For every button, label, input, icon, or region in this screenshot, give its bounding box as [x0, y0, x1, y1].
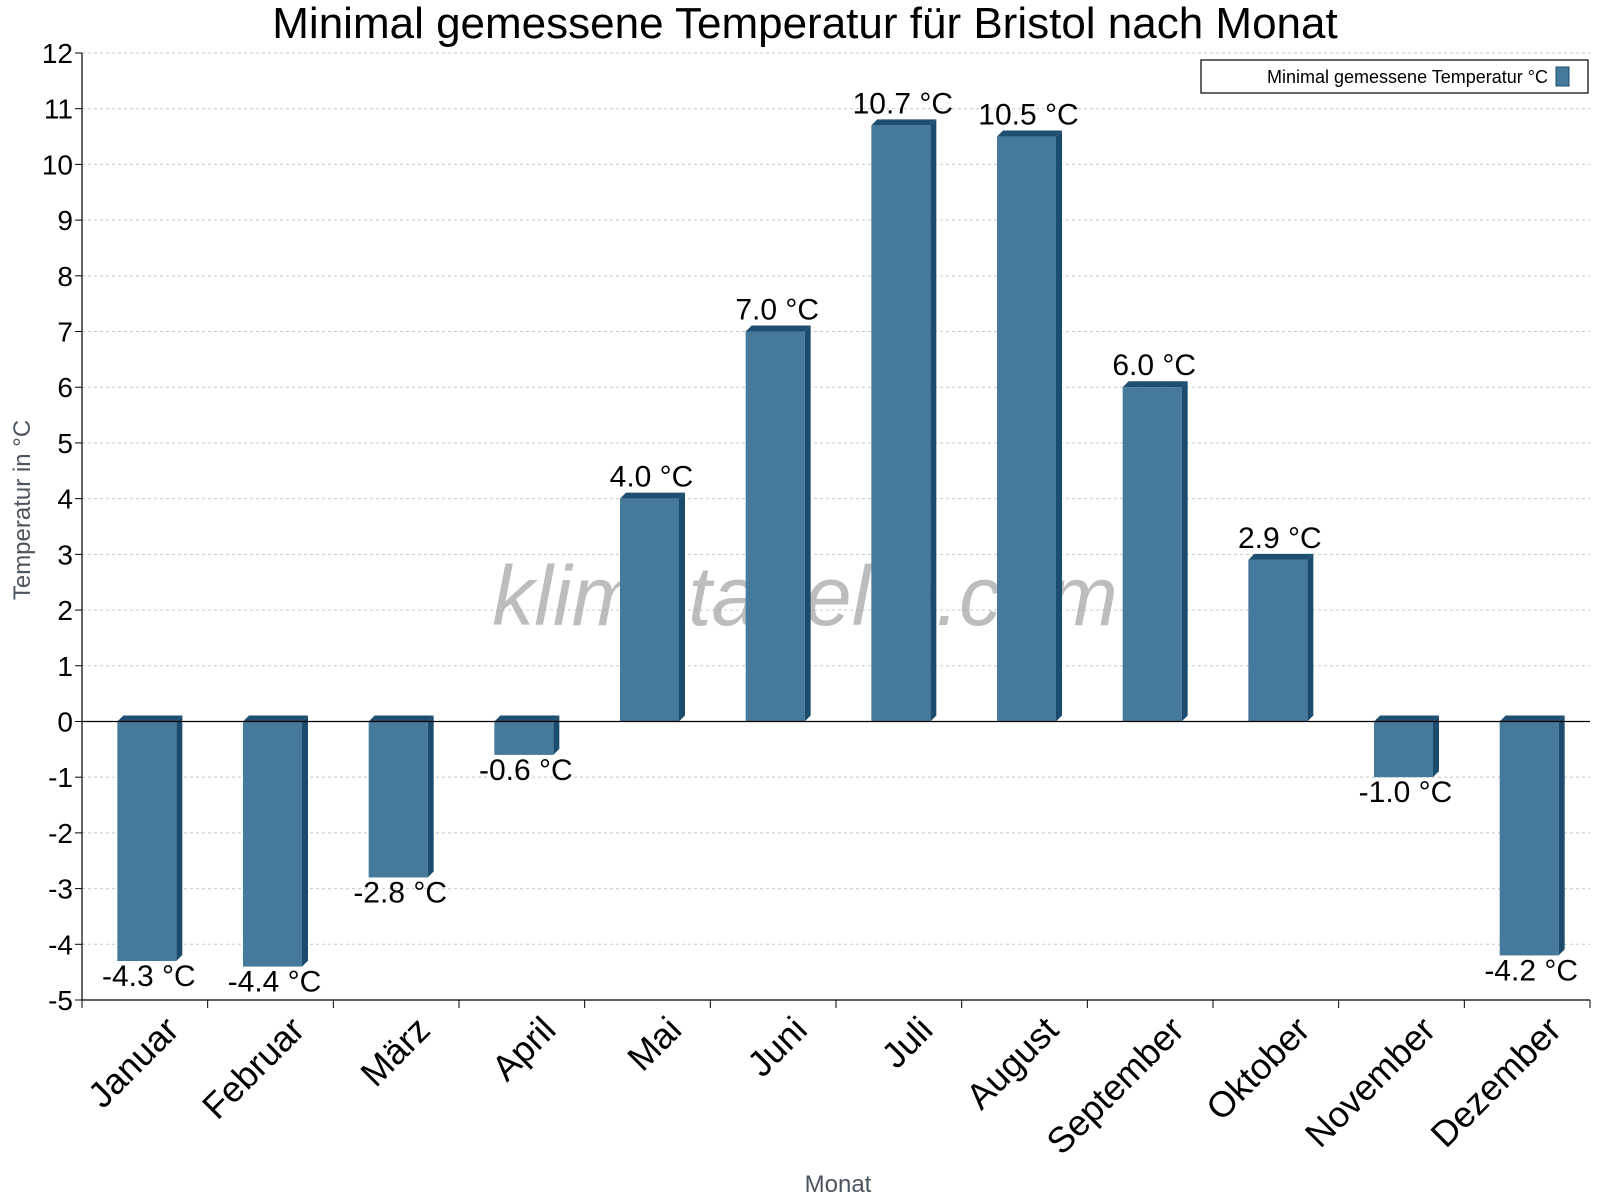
legend-label: Minimal gemessene Temperatur °C — [1267, 67, 1548, 87]
y-tick-label: 5 — [57, 428, 73, 459]
data-label: -4.4 °C — [228, 966, 322, 999]
bar — [117, 721, 177, 962]
x-tick-label: Februar — [194, 1009, 312, 1127]
x-tick-label: September — [1038, 1009, 1192, 1163]
bar — [871, 125, 931, 722]
x-tick-label: März — [352, 1009, 438, 1095]
y-tick-label: 1 — [57, 651, 73, 682]
bar-top — [997, 130, 1062, 137]
bar-top — [117, 715, 183, 722]
y-tick-label: -3 — [48, 874, 73, 905]
bar-side — [1307, 553, 1314, 722]
bar-side — [176, 715, 183, 962]
bar-side — [1181, 381, 1188, 722]
bar-top — [745, 325, 811, 332]
bar-top — [1122, 381, 1188, 388]
y-tick-label: -5 — [48, 985, 73, 1016]
legend[interactable]: Minimal gemessene Temperatur °C — [1200, 59, 1589, 94]
x-tick-label: Juni — [739, 1009, 815, 1085]
data-labels: -4.3 °C -4.4 °C -2.8 °C -0.6 °C 4.0 °C 7.0 °C… — [102, 87, 1578, 998]
bar — [368, 721, 428, 878]
bar-side — [804, 325, 811, 722]
bar-side — [930, 119, 937, 722]
x-tick-label: August — [958, 1009, 1066, 1117]
bar-top — [243, 715, 308, 722]
data-label: 2.9 °C — [1238, 522, 1322, 555]
x-tick-label: Juli — [873, 1009, 940, 1076]
y-tick-label: 7 — [57, 317, 73, 348]
y-tick-label: -1 — [48, 762, 73, 793]
data-label: 4.0 °C — [610, 461, 694, 494]
x-axis-title: Monat — [805, 1171, 872, 1198]
data-label: -1.0 °C — [1359, 776, 1453, 809]
bar-top — [1499, 715, 1565, 722]
bar — [997, 136, 1056, 722]
bar — [1248, 559, 1308, 722]
bar-side — [427, 715, 434, 878]
y-tick-label: 3 — [57, 539, 73, 570]
x-tick-label: Oktober — [1198, 1009, 1318, 1129]
bar-side — [679, 492, 685, 722]
bar-top — [1248, 553, 1314, 560]
bar — [494, 721, 554, 755]
legend-box — [1200, 59, 1589, 94]
x-tick-label: April — [484, 1009, 564, 1089]
data-label: -4.2 °C — [1484, 954, 1578, 987]
data-label: 7.0 °C — [735, 294, 819, 327]
legend-swatch — [1555, 66, 1570, 87]
x-tick-label: November — [1297, 1009, 1443, 1155]
y-tick-label: 8 — [57, 261, 73, 292]
chart-title: Minimal gemessene Temperatur für Bristol… — [272, 0, 1337, 48]
bar — [243, 721, 302, 967]
y-tick-label: 2 — [57, 595, 73, 626]
y-axis-title: Temperatur in °C — [9, 420, 36, 600]
y-tick-label: 11 — [44, 94, 73, 125]
x-tick-label: Januar — [80, 1009, 187, 1116]
y-tick-label: -2 — [48, 818, 73, 849]
bar-top — [871, 119, 937, 126]
bar-side — [302, 715, 308, 967]
data-label: 10.5 °C — [978, 99, 1078, 132]
bar-side — [1558, 715, 1565, 956]
y-tick-label: 4 — [57, 484, 73, 515]
x-tick-label: Mai — [619, 1009, 689, 1079]
y-tick-label: 12 — [42, 38, 73, 69]
bar-side — [1433, 715, 1439, 778]
bar — [1374, 721, 1433, 778]
x-tick-labels: Januar Februar März April Mai Juni Juli AugustS… — [80, 1009, 1569, 1163]
data-label: -4.3 °C — [102, 960, 196, 993]
bar — [745, 331, 805, 722]
bar-side — [553, 715, 560, 755]
y-tick-label: 9 — [57, 205, 73, 236]
y-tick-label: 6 — [57, 372, 73, 403]
y-tick-label: -4 — [48, 929, 73, 960]
data-label: 10.7 °C — [853, 87, 953, 120]
bar — [1122, 387, 1182, 722]
grid-lines — [82, 52, 1590, 1001]
y-tick-label: 0 — [57, 706, 73, 737]
bar-top — [620, 492, 685, 499]
x-tick-label: Dezember — [1422, 1009, 1568, 1155]
bar-top — [368, 715, 434, 722]
bar — [1499, 721, 1559, 956]
bar — [620, 498, 679, 722]
bar-top — [1374, 715, 1439, 722]
axes — [75, 52, 1591, 1008]
bars — [117, 119, 1565, 967]
y-tick-label: 10 — [42, 149, 73, 180]
bar-side — [1056, 130, 1062, 722]
data-label: 6.0 °C — [1112, 349, 1196, 382]
data-label: -2.8 °C — [353, 876, 447, 909]
data-label: -0.6 °C — [479, 754, 573, 787]
bar-top — [494, 715, 560, 722]
